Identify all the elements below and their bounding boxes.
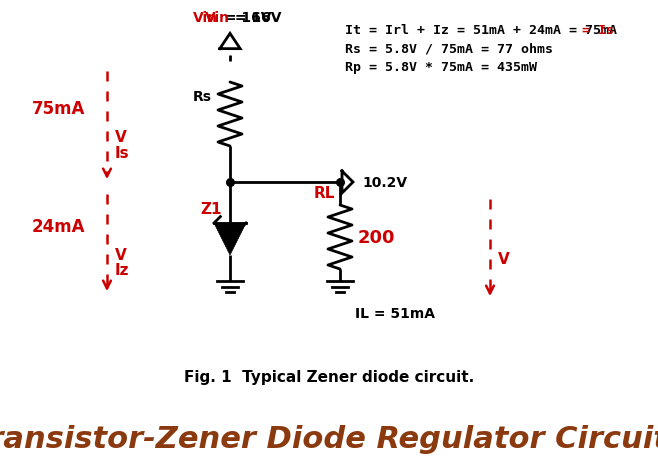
Text: 75mA: 75mA: [32, 100, 85, 118]
Text: Is: Is: [115, 146, 130, 161]
Text: V: V: [115, 247, 127, 262]
Text: 200: 200: [358, 229, 395, 246]
Text: It = Irl + Iz = 51mA + 24mA = 75mA: It = Irl + Iz = 51mA + 24mA = 75mA: [345, 24, 625, 37]
Text: Vin: Vin: [193, 11, 218, 25]
Text: Fig. 1  Typical Zener diode circuit.: Fig. 1 Typical Zener diode circuit.: [184, 369, 474, 385]
Text: Rs = 5.8V / 75mA = 77 ohms: Rs = 5.8V / 75mA = 77 ohms: [345, 43, 553, 56]
Text: V: V: [498, 252, 510, 267]
Text: Iz: Iz: [115, 263, 130, 278]
Text: Rs: Rs: [193, 90, 212, 104]
Text: = 16V: = 16V: [230, 11, 282, 25]
Text: IL = 51mA: IL = 51mA: [355, 307, 435, 320]
Polygon shape: [214, 224, 246, 256]
Text: = Is: = Is: [582, 24, 614, 37]
Text: Vin: Vin: [205, 11, 230, 25]
Text: Rp = 5.8V * 75mA = 435mW: Rp = 5.8V * 75mA = 435mW: [345, 62, 537, 75]
Text: 24mA: 24mA: [32, 218, 85, 236]
Text: V: V: [115, 130, 127, 144]
Text: Transistor-Zener Diode Regulator Circuits: Transistor-Zener Diode Regulator Circuit…: [0, 425, 658, 454]
Text: 10.2V: 10.2V: [362, 175, 407, 189]
Text: = 16V: = 16V: [220, 11, 272, 25]
Text: RL: RL: [314, 186, 335, 201]
Text: Z1: Z1: [201, 202, 222, 217]
